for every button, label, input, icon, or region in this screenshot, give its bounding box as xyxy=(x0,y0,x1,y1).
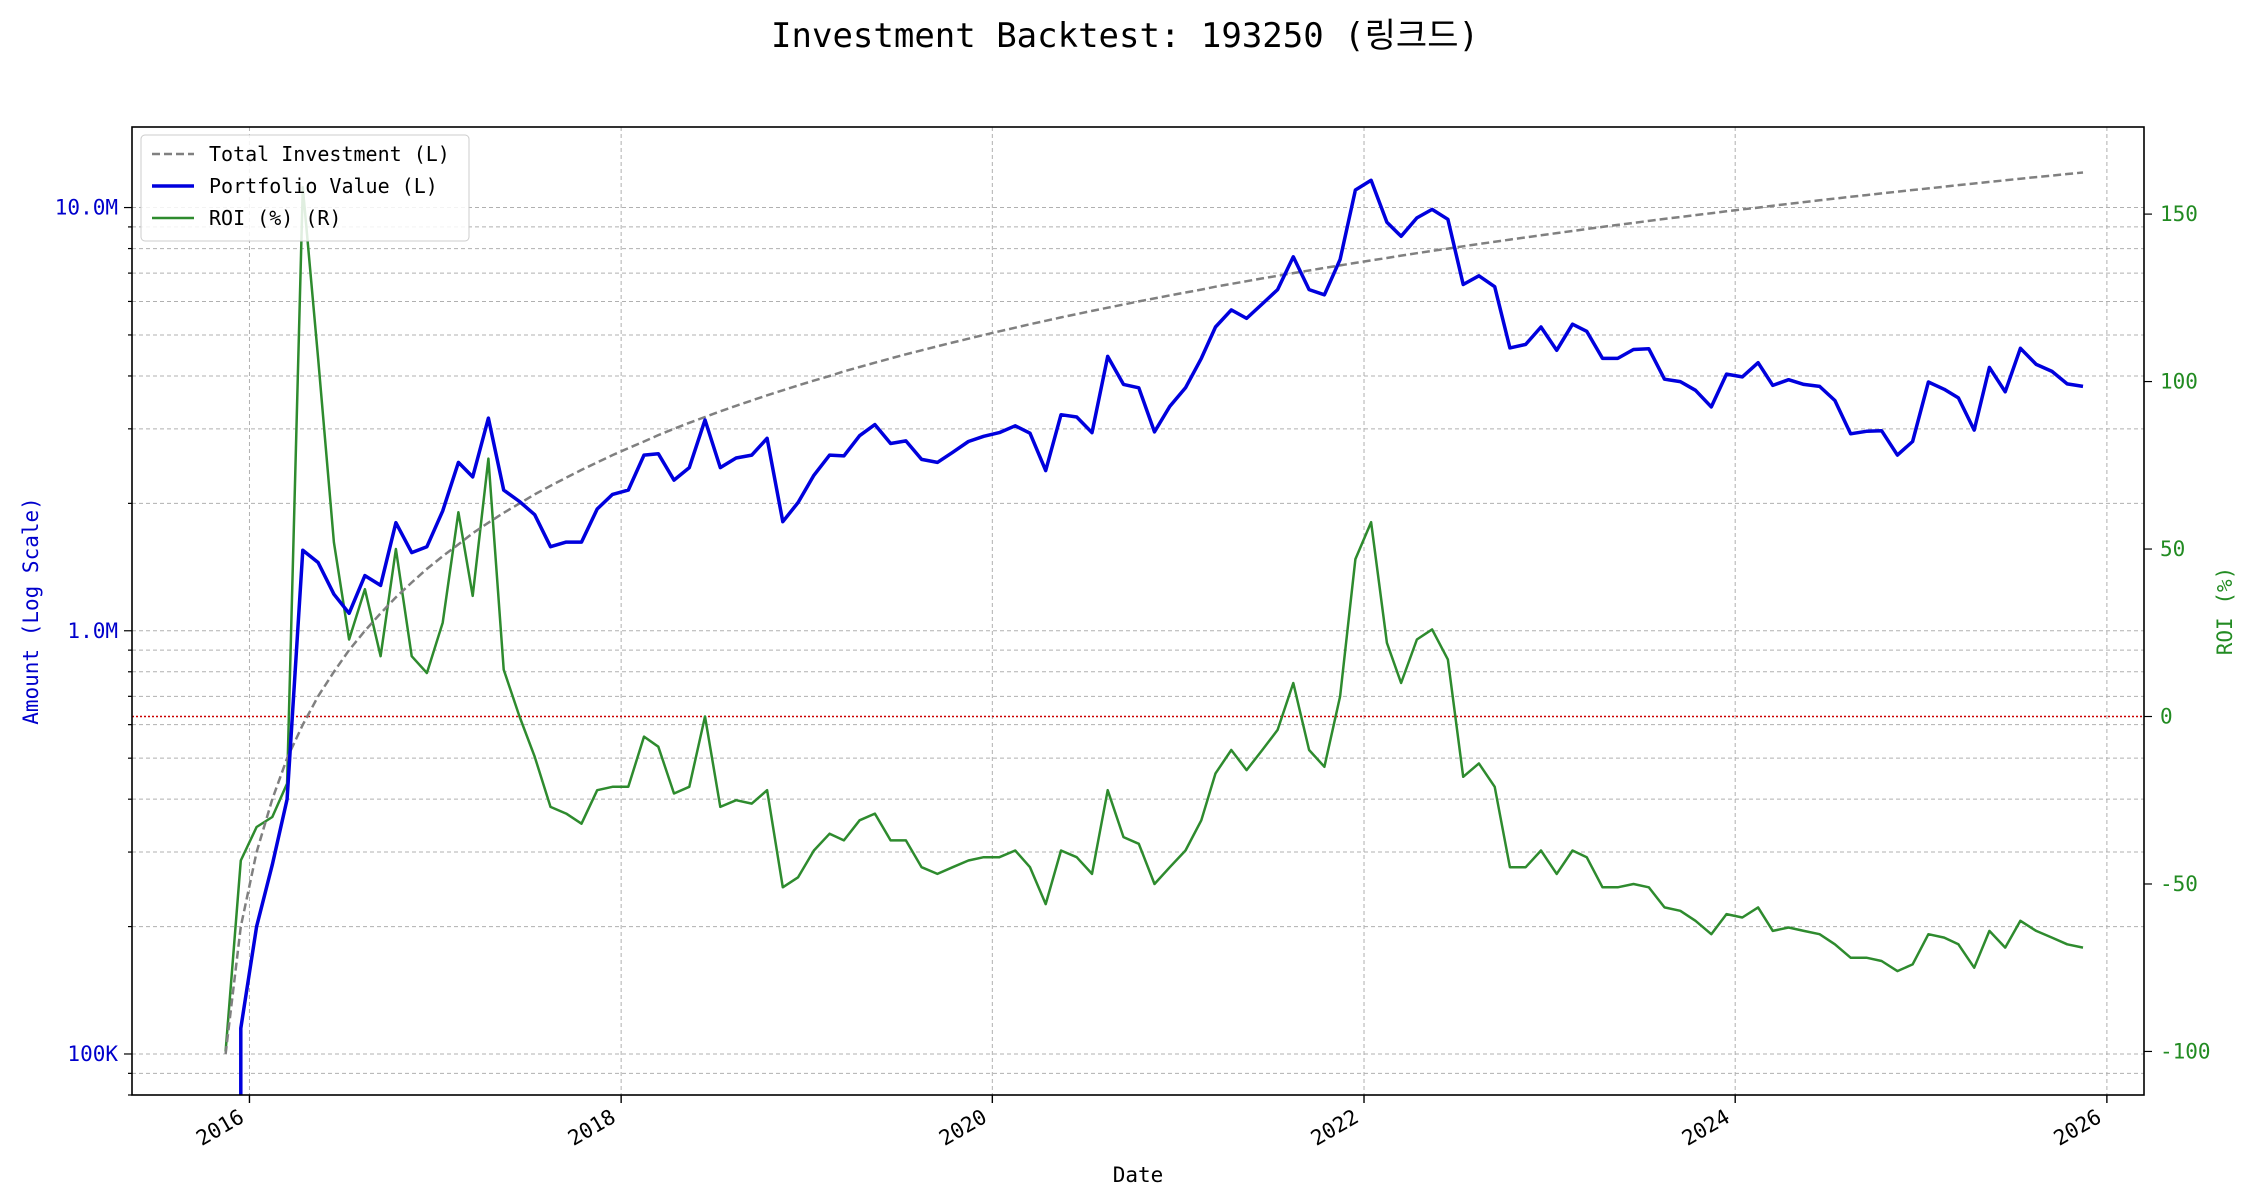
chart-title: Investment Backtest: 193250 (링크드) xyxy=(771,16,1479,56)
legend-label-total-investment: Total Investment (L) xyxy=(209,142,450,166)
plot-frame xyxy=(131,126,2145,1096)
portfolio-value-line xyxy=(239,178,2084,1095)
y-tick-label-right: 0 xyxy=(2160,705,2173,729)
roi-line xyxy=(224,186,2084,1052)
total-investment-line xyxy=(224,171,2084,1055)
left-y-axis-label: Amount (Log Scale) xyxy=(19,497,43,725)
x-tick-label: 2016 xyxy=(192,1105,248,1151)
x-tick-label: 2026 xyxy=(2050,1105,2106,1151)
y-tick-label-left: 1.0M xyxy=(67,619,118,643)
x-tick-label: 2020 xyxy=(935,1105,991,1151)
axes: 2016 2018 2020 2022 2024 2026 100K 1.0M 10.0M -10… xyxy=(55,196,2211,1151)
legend-label-roi: ROI (%) (R) xyxy=(209,206,341,230)
y-tick-label-left: 10.0M xyxy=(55,196,118,220)
x-tick-label: 2022 xyxy=(1307,1105,1363,1151)
x-tick-label: 2024 xyxy=(1678,1105,1734,1151)
x-axis-label: Date xyxy=(1113,1163,1164,1187)
y-tick-label-left: 100K xyxy=(67,1042,118,1066)
y-tick-label-right: -100 xyxy=(2160,1039,2211,1063)
series-layer xyxy=(132,171,2144,1095)
x-tick-label: 2018 xyxy=(564,1105,620,1151)
y-tick-label-right: 100 xyxy=(2160,370,2198,394)
legend-label-portfolio-value: Portfolio Value (L) xyxy=(209,174,438,198)
right-y-axis-label: ROI (%) xyxy=(2213,567,2237,656)
y-tick-label-right: 150 xyxy=(2160,202,2198,226)
y-tick-label-right: -50 xyxy=(2160,872,2198,896)
legend: Total Investment (L) Portfolio Value (L)… xyxy=(140,134,470,242)
y-tick-label-right: 50 xyxy=(2160,537,2185,561)
legend-box xyxy=(140,134,470,242)
